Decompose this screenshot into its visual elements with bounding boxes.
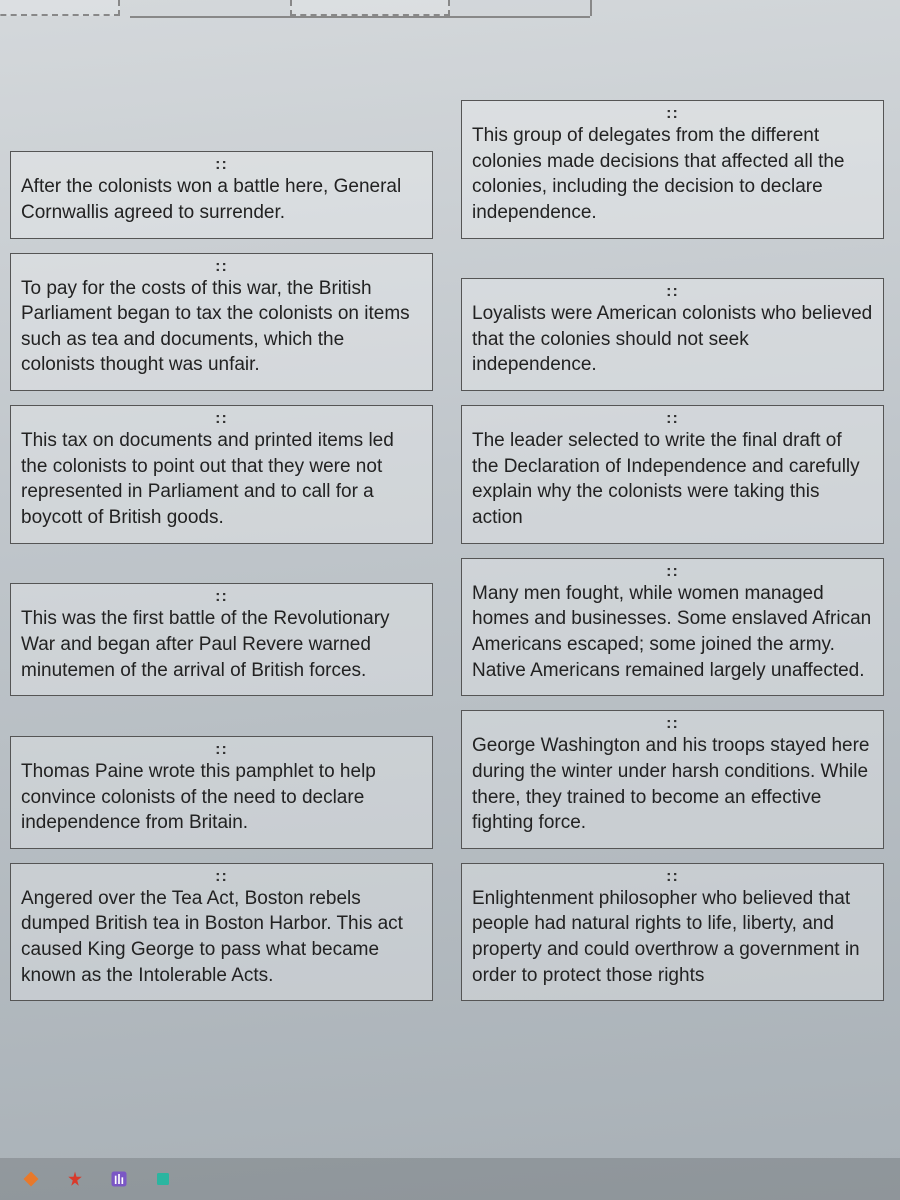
drag-handle-icon[interactable]: :: — [472, 715, 873, 733]
draggable-card[interactable]: :: This was the first battle of the Revo… — [10, 583, 433, 696]
taskbar-app-icon[interactable] — [152, 1168, 174, 1190]
drag-handle-icon[interactable]: :: — [472, 283, 873, 301]
card-text: This tax on documents and printed items … — [21, 428, 422, 531]
draggable-card[interactable]: :: Loyalists were American colonists who… — [461, 278, 884, 391]
card-text: Thomas Paine wrote this pamphlet to help… — [21, 759, 422, 836]
drag-handle-icon[interactable]: :: — [472, 105, 873, 123]
draggable-card[interactable]: :: Thomas Paine wrote this pamphlet to h… — [10, 736, 433, 849]
card-text: After the colonists won a battle here, G… — [21, 174, 422, 225]
draggable-card[interactable]: :: Enlightenment philosopher who believe… — [461, 863, 884, 1002]
drag-handle-icon[interactable]: :: — [21, 410, 422, 428]
drag-handle-icon[interactable]: :: — [21, 156, 422, 174]
card-text: The leader selected to write the final d… — [472, 428, 873, 531]
card-text: Loyalists were American colonists who be… — [472, 301, 873, 378]
card-text: This group of delegates from the differe… — [472, 123, 873, 226]
card-text: George Washington and his troops stayed … — [472, 733, 873, 836]
card-text: To pay for the costs of this war, the Br… — [21, 276, 422, 379]
drag-handle-icon[interactable]: :: — [21, 868, 422, 886]
taskbar-app-icon[interactable] — [64, 1168, 86, 1190]
drag-handle-icon[interactable]: :: — [21, 258, 422, 276]
card-text: Enlightenment philosopher who believed t… — [472, 886, 873, 989]
top-dropzone-area — [0, 0, 900, 100]
draggable-card[interactable]: :: This group of delegates from the diff… — [461, 100, 884, 239]
taskbar-app-icon[interactable] — [108, 1168, 130, 1190]
draggable-card[interactable]: :: After the colonists won a battle here… — [10, 151, 433, 238]
draggable-card[interactable]: :: To pay for the costs of this war, the… — [10, 253, 433, 392]
card-text: Many men fought, while women managed hom… — [472, 581, 873, 684]
drag-handle-icon[interactable]: :: — [21, 588, 422, 606]
draggable-card[interactable]: :: This tax on documents and printed ite… — [10, 405, 433, 544]
draggable-card[interactable]: :: Angered over the Tea Act, Boston rebe… — [10, 863, 433, 1002]
draggable-card[interactable]: :: George Washington and his troops stay… — [461, 710, 884, 849]
drag-handle-icon[interactable]: :: — [472, 410, 873, 428]
drag-handle-icon[interactable]: :: — [472, 868, 873, 886]
divider-line — [130, 16, 590, 18]
card-grid: :: After the colonists won a battle here… — [0, 100, 900, 1001]
taskbar-app-icon[interactable] — [20, 1168, 42, 1190]
draggable-card[interactable]: :: Many men fought, while women managed … — [461, 558, 884, 697]
card-text: This was the first battle of the Revolut… — [21, 606, 422, 683]
draggable-card[interactable]: :: The leader selected to write the fina… — [461, 405, 884, 544]
taskbar — [0, 1158, 900, 1200]
card-text: Angered over the Tea Act, Boston rebels … — [21, 886, 422, 989]
drop-target[interactable] — [290, 0, 450, 16]
drag-handle-icon[interactable]: :: — [472, 563, 873, 581]
drag-handle-icon[interactable]: :: — [21, 741, 422, 759]
drop-target[interactable] — [0, 0, 120, 16]
divider-line — [590, 0, 592, 16]
